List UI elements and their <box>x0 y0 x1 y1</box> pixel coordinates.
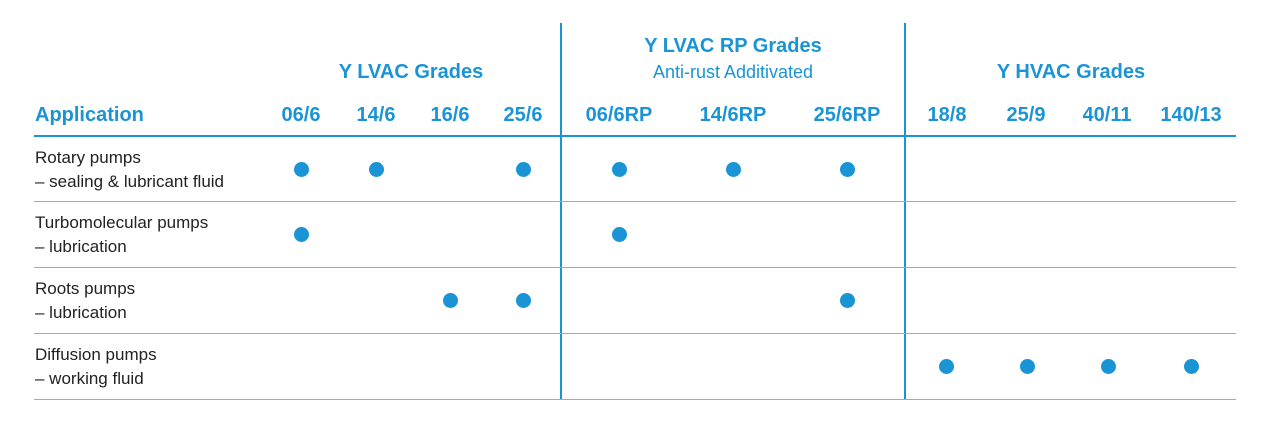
availability-dot <box>725 161 741 177</box>
group-title-lvac-rp: Y LVAC RP Grades <box>644 35 822 57</box>
availability-dot <box>293 226 309 242</box>
availability-dot <box>611 161 627 177</box>
column-header: 06/6RP <box>585 104 653 126</box>
column-header: 25/6 <box>503 104 543 126</box>
column-header: 25/9 <box>1006 104 1046 126</box>
group-separator <box>904 23 906 400</box>
availability-dot <box>515 161 531 177</box>
availability-dot <box>839 292 855 308</box>
column-header: 16/6 <box>430 104 470 126</box>
availability-dot <box>293 161 309 177</box>
availability-dot <box>1019 358 1035 374</box>
column-header: 14/6 <box>356 104 396 126</box>
row-name: Rotary pumps <box>35 148 141 167</box>
availability-dot <box>515 292 531 308</box>
table-row-label: Roots pumps – lubrication <box>35 277 135 325</box>
row-detail: – working fluid <box>35 369 144 388</box>
row-detail: – sealing & lubricant fluid <box>35 172 225 191</box>
availability-dot <box>1183 358 1199 374</box>
column-header: 40/11 <box>1082 104 1132 126</box>
availability-dot <box>938 358 954 374</box>
table-row-label: Diffusion pumps – working fluid <box>35 343 157 391</box>
row-divider <box>34 399 1236 400</box>
table-row-label: Rotary pumps – sealing & lubricant fluid <box>35 146 224 194</box>
availability-dot <box>839 161 855 177</box>
row-name: Roots pumps <box>35 279 136 298</box>
application-header: Application <box>35 104 144 126</box>
column-header: 14/6RP <box>699 104 767 126</box>
group-separator <box>560 23 562 400</box>
column-header: 18/8 <box>927 104 967 126</box>
row-divider <box>34 267 1236 268</box>
column-header: 25/6RP <box>813 104 881 126</box>
availability-dot <box>611 226 627 242</box>
group-title-lvac: Y LVAC Grades <box>338 61 484 83</box>
row-divider <box>34 201 1236 202</box>
row-detail: – lubrication <box>35 303 127 322</box>
header-rule <box>34 135 1236 137</box>
availability-dot <box>1100 358 1116 374</box>
availability-dot <box>442 292 458 308</box>
group-title-hvac: Y HVAC Grades <box>996 61 1146 83</box>
row-name: Turbomolecular pumps <box>35 213 209 232</box>
column-header: 140/13 <box>1160 104 1222 126</box>
row-name: Diffusion pumps <box>35 345 157 364</box>
row-divider <box>34 333 1236 334</box>
column-header: 06/6 <box>281 104 321 126</box>
group-subtitle-lvac-rp: Anti-rust Additivated <box>652 62 814 82</box>
availability-dot <box>368 161 384 177</box>
row-detail: – lubrication <box>35 237 127 256</box>
table-row-label: Turbomolecular pumps – lubrication <box>35 211 208 259</box>
